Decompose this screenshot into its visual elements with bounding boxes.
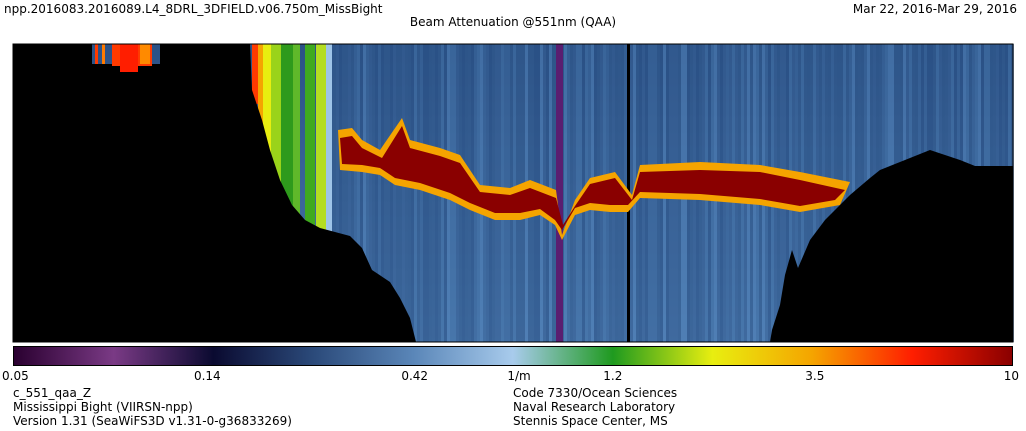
water-stripe bbox=[387, 44, 390, 342]
water-stripe bbox=[345, 44, 348, 342]
nearshore-band-green-1 bbox=[281, 44, 293, 214]
plot-frame bbox=[12, 43, 1014, 343]
water-stripe bbox=[630, 44, 633, 342]
nearshore-band-green-3 bbox=[305, 44, 315, 234]
purple-column bbox=[556, 44, 563, 342]
nearshore-band-yellowgreen bbox=[316, 44, 326, 239]
water-stripe bbox=[339, 44, 342, 342]
water-stripe bbox=[408, 44, 411, 342]
water-stripe bbox=[846, 44, 849, 342]
turbid-layer-outer bbox=[338, 118, 850, 240]
water-stripe bbox=[414, 44, 417, 342]
water-stripe bbox=[411, 44, 414, 342]
section-plot bbox=[12, 43, 1014, 343]
water-stripe bbox=[372, 44, 375, 342]
org-name: Naval Research Laboratory bbox=[513, 400, 676, 414]
nearshore-band-orange bbox=[258, 44, 264, 124]
water-stripe bbox=[396, 44, 399, 342]
water-stripe bbox=[573, 44, 576, 342]
water-stripe bbox=[354, 44, 357, 342]
water-stripe bbox=[849, 44, 852, 342]
water-stripe bbox=[390, 44, 393, 342]
water-stripe bbox=[426, 44, 429, 342]
water-stripe bbox=[420, 44, 423, 342]
water-stripe bbox=[360, 44, 363, 342]
water-stripe bbox=[570, 44, 573, 342]
date-range: Mar 22, 2016-Mar 29, 2016 bbox=[852, 2, 1017, 16]
footer-right: Code 7330/Ocean Sciences Naval Research … bbox=[513, 386, 677, 428]
water-stripe bbox=[363, 44, 366, 342]
variable-id: c_551_qaa_Z bbox=[13, 386, 92, 400]
water-stripe bbox=[357, 44, 360, 342]
land-mask-left bbox=[13, 44, 416, 342]
water-stripe bbox=[336, 44, 339, 342]
water-stripe bbox=[393, 44, 396, 342]
water-stripe bbox=[384, 44, 387, 342]
colorbar-tick-label: 1/m bbox=[507, 369, 531, 383]
water-stripe bbox=[399, 44, 402, 342]
surface-hotspot bbox=[95, 44, 152, 72]
turbid-layer-core bbox=[340, 126, 845, 230]
org-location: Stennis Space Center, MS bbox=[513, 414, 668, 428]
chart-title: Beam Attenuation @551nm (QAA) bbox=[409, 15, 617, 29]
org-code: Code 7330/Ocean Sciences bbox=[513, 386, 678, 400]
water-stripe bbox=[576, 44, 579, 342]
colorbar-tick-label: 1.2 bbox=[603, 369, 623, 383]
water-stripe bbox=[378, 44, 381, 342]
colorbar-tick-label: 10 bbox=[1003, 369, 1019, 383]
nearshore-band-yellow bbox=[263, 44, 271, 154]
file-name: npp.2016083.2016089.L4_8DRL_3DFIELD.v06.… bbox=[4, 2, 383, 16]
water-stripe bbox=[348, 44, 351, 342]
water-stripe bbox=[402, 44, 405, 342]
water-stripe bbox=[366, 44, 369, 342]
colorbar-tick-label: 0.42 bbox=[401, 369, 429, 383]
water-stripe bbox=[351, 44, 354, 342]
nearshore-band-lime bbox=[271, 44, 281, 194]
region-label: Mississippi Bight (VIIRSN-npp) bbox=[13, 400, 193, 414]
water-stripe bbox=[375, 44, 378, 342]
water-stripe bbox=[405, 44, 408, 342]
footer-left: c_551_qaa_Z Mississippi Bight (VIIRSN-np… bbox=[13, 386, 292, 428]
colorbar-tick-label: 0.05 bbox=[2, 369, 29, 383]
water-stripe bbox=[423, 44, 426, 342]
colorbar-tick-label: 0.14 bbox=[193, 369, 221, 383]
water-stripe bbox=[381, 44, 384, 342]
nearshore-band-lightblue bbox=[326, 44, 332, 244]
version-label: Version 1.31 (SeaWiFS3D v1.31-0-g3683326… bbox=[13, 414, 292, 428]
water-stripe bbox=[369, 44, 372, 342]
colorbar-tick-label: 3.5 bbox=[805, 369, 825, 383]
nearshore-band-red bbox=[252, 44, 260, 104]
water-stripe bbox=[342, 44, 345, 342]
water-stripe bbox=[564, 44, 567, 342]
water-stripe bbox=[333, 44, 336, 342]
land-mask-right bbox=[770, 150, 1013, 342]
water-stripe bbox=[567, 44, 570, 342]
nearshore-band-green-2 bbox=[293, 44, 300, 224]
colorbar bbox=[13, 346, 1013, 366]
water-stripe bbox=[417, 44, 420, 342]
